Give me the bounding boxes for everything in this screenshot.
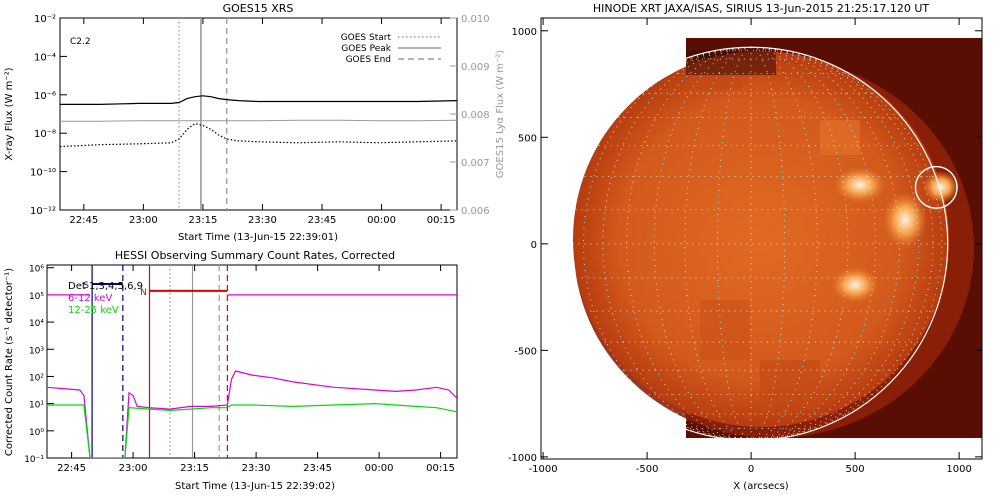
- xrt-bright-region: [831, 267, 879, 303]
- hessi-plot-area: SN: [47, 265, 457, 458]
- goes-y-tick-label: 10⁻²: [34, 14, 56, 25]
- hessi-flag-label: N: [140, 288, 147, 298]
- hessi-y-tick-label: 10³: [29, 346, 44, 356]
- goes-series-0: [60, 95, 457, 106]
- hessi-y-tick-label: 10⁵: [29, 292, 44, 302]
- goes-title: GOES15 XRS: [223, 2, 294, 15]
- xrt-flare-circle: [914, 165, 958, 209]
- xrt-y-tick-label: 500: [518, 133, 537, 144]
- hessi-axes: 22:45 23:00 23:15 23:30 23:45 00:00 00:15 10⁶ 10…: [24, 265, 455, 474]
- hessi-legend: Det 1,3,4,5,6,9 6-12 keV 12-25 keV: [68, 281, 143, 316]
- xrt-frame: [540, 17, 983, 460]
- xrt-y-tick-label: -500: [514, 346, 537, 357]
- goes-x-tick-label: 00:00: [367, 215, 396, 226]
- xrt-x-tick-label: 500: [846, 464, 865, 475]
- goes-plot-area: [60, 18, 457, 210]
- xrt-heliographic-grid: [554, 46, 948, 441]
- xrt-panel: HINODE XRT JAXA/ISAS, SIRIUS 13-Jun-2015…: [508, 2, 983, 492]
- goes-y-tick-label: 10⁻⁶: [34, 91, 56, 102]
- hessi-y-tick-label: 10¹: [29, 401, 44, 411]
- xrt-bright-region: [834, 167, 886, 203]
- goes-legend-label: GOES Start: [341, 33, 392, 43]
- goes-x-tick-label: 23:30: [248, 215, 277, 226]
- xrt-mosaic-block: [700, 300, 750, 360]
- goes-y2-tick-label: 0.010: [461, 14, 490, 25]
- goes-y2-tick-label: 0.008: [461, 110, 490, 121]
- goes-x-tick-label: 23:45: [308, 215, 337, 226]
- hessi-frame: [46, 264, 458, 459]
- xrt-y-tick-label: 1000: [512, 27, 537, 38]
- goes-y2-axis-label: GOES15 Lyα Flux (W m⁻²): [495, 50, 506, 178]
- goes-y-axis-label: X-ray Flux (W m⁻²): [4, 67, 15, 160]
- xrt-longitude-line: [602, 46, 752, 441]
- hessi-legend-det: Det 1,3,4,5,6,9: [68, 281, 143, 292]
- hessi-y-tick-label: 10²: [29, 373, 44, 383]
- goes-y-tick-label: 10⁻¹⁰: [30, 168, 56, 179]
- hessi-series-3: [47, 402, 457, 458]
- xrt-y-tick-label: -1000: [508, 453, 537, 464]
- hessi-panel: HESSI Observing Summary Count Rates, Cor…: [4, 249, 458, 492]
- xrt-longitude-line: [751, 46, 786, 441]
- goes-x-tick-label: 23:15: [189, 215, 218, 226]
- goes-axes: 22:45 23:00 23:15 23:30 23:45 00:00 00:15 10⁻² 1…: [30, 14, 490, 226]
- goes-y-tick-label: 10⁻⁴: [34, 52, 56, 63]
- goes-frame: [59, 17, 458, 211]
- xrt-longitude-line: [751, 46, 900, 441]
- xrt-image: [553, 38, 982, 442]
- hessi-title: HESSI Observing Summary Count Rates, Cor…: [115, 249, 395, 262]
- hessi-x-tick-label: 23:00: [119, 463, 148, 474]
- goes-y-tick-label: 10⁻⁸: [34, 129, 56, 140]
- xrt-x-tick-label: -1000: [529, 464, 558, 475]
- hessi-x-tick-label: 00:00: [365, 463, 394, 474]
- hessi-y-tick-label: 10⁰: [29, 428, 44, 438]
- xrt-x-axis-label: X (arcsecs): [733, 481, 789, 492]
- goes-y-tick-label: 10⁻¹²: [30, 206, 56, 217]
- hessi-y-tick-label: 10⁴: [29, 319, 44, 329]
- xrt-x-tick-label: 1000: [946, 464, 971, 475]
- xrt-x-tick-label: 0: [748, 464, 754, 475]
- hessi-y-axis-label: Corrected Count Rate (s⁻¹ detector⁻¹): [4, 268, 15, 456]
- hessi-x-tick-label: 23:45: [303, 463, 332, 474]
- xrt-mosaic-block: [820, 120, 860, 155]
- goes-panel: GOES15 XRS 22:45 23:00 23:15 23:30 23:45 00:0…: [4, 2, 506, 243]
- hessi-x-tick-label: 22:45: [57, 463, 86, 474]
- hessi-x-tick-label: 23:30: [242, 463, 271, 474]
- hessi-x-tick-label: 00:15: [426, 463, 455, 474]
- xrt-x-tick-label: -500: [636, 464, 659, 475]
- hessi-flag-label: S: [83, 281, 89, 291]
- xrt-mosaic-block: [760, 360, 820, 410]
- xrt-bright-region: [883, 192, 927, 248]
- goes-legend-label: GOES Peak: [341, 44, 391, 54]
- hessi-x-tick-label: 23:15: [180, 463, 209, 474]
- hessi-y-tick-label: 10⁻¹: [24, 455, 44, 465]
- goes-x-tick-label: 23:00: [129, 215, 158, 226]
- goes-legend-label: GOES End: [346, 55, 391, 65]
- goes-series-1: [60, 122, 457, 148]
- goes-x-axis-label: Start Time (13-Jun-15 22:39:01): [178, 232, 338, 243]
- xrt-title: HINODE XRT JAXA/ISAS, SIRIUS 13-Jun-2015…: [593, 2, 930, 15]
- hessi-series-0: [47, 370, 457, 458]
- goes-class-label: C2.2: [70, 37, 91, 47]
- xrt-longitude-line: [717, 46, 752, 441]
- xrt-longitude-line: [568, 46, 752, 441]
- xrt-axes: -1000 -500 0 500 1000 1000 500 0 -500 -1000: [508, 18, 982, 475]
- xrt-flare-source: [923, 171, 959, 203]
- xrt-solar-limb: [553, 46, 949, 442]
- hessi-x-axis-label: Start Time (13-Jun-15 22:39:02): [175, 481, 335, 492]
- hessi-y-tick-label: 10⁶: [29, 265, 44, 275]
- goes-x-tick-label: 22:45: [69, 215, 98, 226]
- hessi-legend-6-12: 6-12 keV: [68, 293, 112, 304]
- xrt-longitude-line: [751, 46, 849, 441]
- goes-series-2: [60, 119, 457, 122]
- goes-y2-tick-label: 0.009: [461, 62, 490, 73]
- hessi-legend-12-25: 12-25 keV: [68, 305, 119, 316]
- goes-y2-tick-label: 0.006: [461, 206, 490, 217]
- goes-y2-tick-label: 0.007: [461, 158, 490, 169]
- xrt-y-tick-label: 0: [531, 240, 537, 251]
- goes-x-tick-label: 00:15: [427, 215, 456, 226]
- xrt-longitude-line: [653, 46, 752, 441]
- xrt-longitude-line: [751, 46, 934, 441]
